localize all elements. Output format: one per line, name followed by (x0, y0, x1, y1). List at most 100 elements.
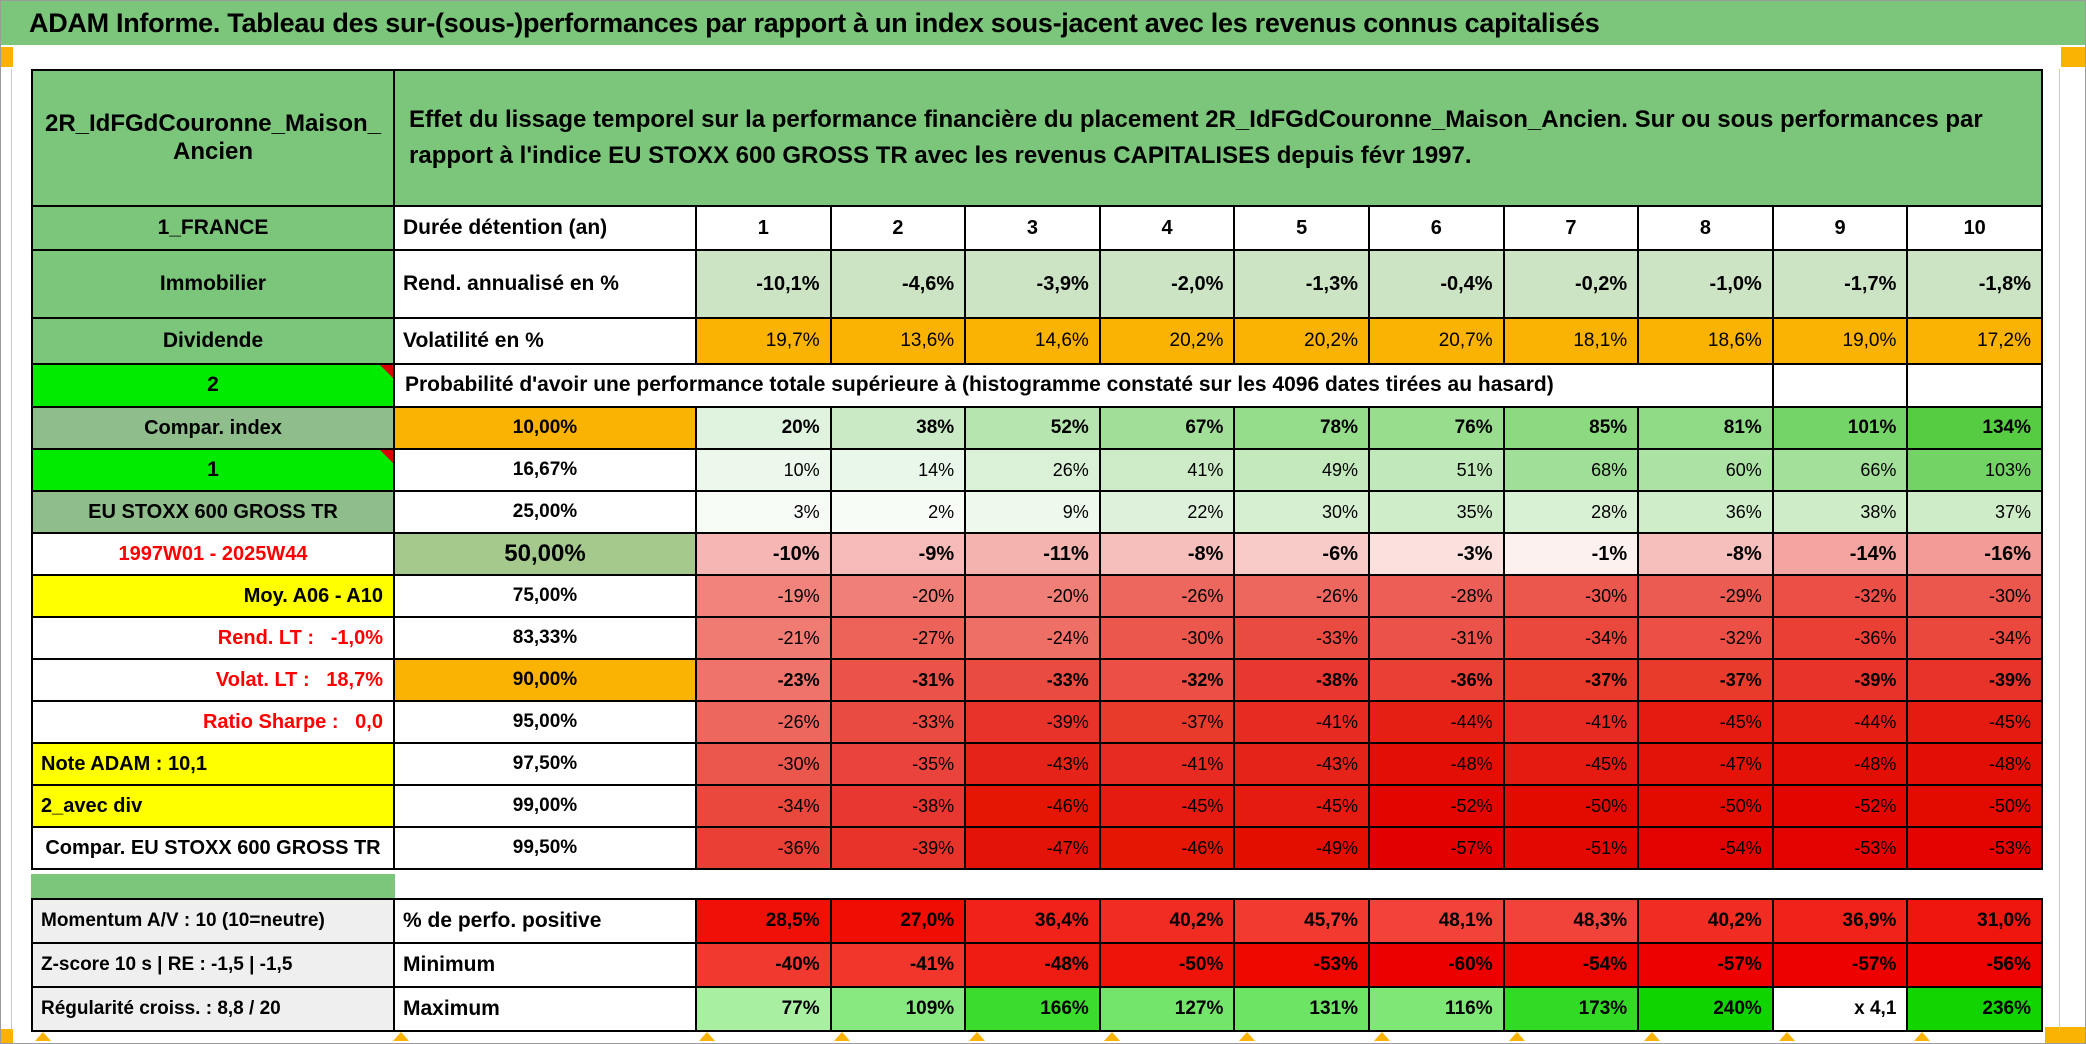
value-cell[interactable]: -52% (1773, 786, 1907, 826)
value-cell[interactable]: 166% (966, 988, 1099, 1030)
value-cell[interactable]: 36,9% (1773, 900, 1907, 942)
value-cell[interactable]: -19% (697, 576, 830, 616)
value-cell[interactable]: -32% (1639, 618, 1772, 658)
duration-column-header[interactable]: 1 (697, 207, 830, 249)
row-label-cell[interactable]: Régularité croiss. : 8,8 / 20 (33, 988, 393, 1030)
value-cell[interactable]: 20,7% (1370, 319, 1503, 363)
value-cell[interactable]: -41% (831, 944, 965, 986)
value-cell[interactable]: -21% (697, 618, 830, 658)
value-cell[interactable]: -37% (1100, 702, 1234, 742)
duration-column-header[interactable]: 2 (831, 207, 965, 249)
value-cell[interactable]: -44% (1773, 702, 1907, 742)
value-cell[interactable]: 26% (966, 450, 1099, 490)
value-cell[interactable]: -50% (1908, 786, 2041, 826)
value-cell[interactable]: -48% (1773, 744, 1907, 784)
value-cell[interactable]: -34% (697, 786, 830, 826)
value-cell[interactable]: 52% (966, 408, 1099, 448)
value-cell[interactable]: -34% (1504, 618, 1638, 658)
value-cell[interactable]: 27,0% (831, 900, 965, 942)
value-cell[interactable]: -35% (831, 744, 965, 784)
value-cell[interactable]: 28,5% (697, 900, 830, 942)
value-cell[interactable]: 19,7% (697, 319, 830, 363)
row-label-cell[interactable]: Dividende (33, 319, 393, 363)
value-cell[interactable]: -48% (966, 944, 1099, 986)
value-cell[interactable]: -39% (1908, 660, 2041, 700)
measure-label-cell[interactable]: Durée détention (an) (395, 207, 695, 249)
value-cell[interactable]: -2,0% (1100, 251, 1234, 317)
value-cell[interactable]: 13,6% (831, 319, 965, 363)
measure-label-cell[interactable]: Minimum (395, 944, 695, 986)
value-cell[interactable]: 66% (1773, 450, 1907, 490)
value-cell[interactable]: -23% (697, 660, 830, 700)
value-cell[interactable]: -41% (1100, 744, 1234, 784)
value-cell[interactable]: -54% (1639, 828, 1772, 868)
row-label-cell[interactable]: Z-score 10 s | RE : -1,5 | -1,5 (33, 944, 393, 986)
value-cell[interactable]: -33% (1235, 618, 1368, 658)
value-cell[interactable]: 101% (1773, 408, 1907, 448)
measure-label-cell[interactable]: Volatilité en % (395, 319, 695, 363)
value-cell[interactable]: 14% (831, 450, 965, 490)
value-cell[interactable]: 76% (1370, 408, 1503, 448)
value-cell[interactable]: -47% (966, 828, 1099, 868)
duration-column-header[interactable]: 6 (1370, 207, 1503, 249)
value-cell[interactable]: -9% (831, 534, 965, 574)
value-cell[interactable]: -33% (966, 660, 1099, 700)
row-label-cell[interactable]: Ratio Sharpe : 0,0 (33, 702, 393, 742)
value-cell[interactable]: -40% (697, 944, 830, 986)
value-cell[interactable]: 20% (697, 408, 830, 448)
value-cell[interactable]: 20,2% (1235, 319, 1368, 363)
value-cell[interactable]: -1,7% (1773, 251, 1907, 317)
duration-column-header[interactable]: 9 (1773, 207, 1907, 249)
value-cell[interactable]: -50% (1100, 944, 1234, 986)
value-cell[interactable]: -48% (1908, 744, 2041, 784)
value-cell[interactable]: 19,0% (1773, 319, 1907, 363)
value-cell[interactable]: -44% (1370, 702, 1503, 742)
row-label-cell[interactable]: Volat. LT : 18,7% (33, 660, 393, 700)
row-label-cell[interactable]: Moy. A06 - A10 (33, 576, 393, 616)
value-cell[interactable]: -4,6% (831, 251, 965, 317)
value-cell[interactable]: 22% (1100, 492, 1234, 532)
threshold-cell[interactable]: 95,00% (395, 702, 695, 742)
value-cell[interactable]: -0,4% (1370, 251, 1503, 317)
empty-cell[interactable] (1773, 365, 1907, 406)
value-cell[interactable]: 67% (1100, 408, 1234, 448)
value-cell[interactable]: -36% (1370, 660, 1503, 700)
value-cell[interactable]: -36% (697, 828, 830, 868)
value-cell[interactable]: -30% (1504, 576, 1638, 616)
threshold-cell[interactable]: 16,67% (395, 450, 695, 490)
value-cell[interactable]: -1% (1504, 534, 1638, 574)
duration-column-header[interactable]: 5 (1235, 207, 1368, 249)
value-cell[interactable]: -48% (1370, 744, 1503, 784)
value-cell[interactable]: 28% (1504, 492, 1638, 532)
threshold-cell[interactable]: 10,00% (395, 408, 695, 448)
value-cell[interactable]: -45% (1235, 786, 1368, 826)
value-cell[interactable]: 2% (831, 492, 965, 532)
value-cell[interactable]: x 4,1 (1773, 988, 1907, 1030)
threshold-cell[interactable]: 50,00% (395, 534, 695, 574)
row-label-cell[interactable]: Rend. LT : -1,0% (33, 618, 393, 658)
value-cell[interactable]: -8% (1100, 534, 1234, 574)
value-cell[interactable]: 78% (1235, 408, 1368, 448)
value-cell[interactable]: -57% (1773, 944, 1907, 986)
value-cell[interactable]: 48,1% (1370, 900, 1503, 942)
value-cell[interactable]: -45% (1100, 786, 1234, 826)
value-cell[interactable]: -56% (1908, 944, 2041, 986)
empty-cell[interactable] (1908, 365, 2041, 406)
row-label-cell[interactable]: Note ADAM : 10,1 (33, 744, 393, 784)
value-cell[interactable]: -41% (1235, 702, 1368, 742)
value-cell[interactable]: -32% (1100, 660, 1234, 700)
value-cell[interactable]: -1,0% (1639, 251, 1772, 317)
value-cell[interactable]: -37% (1639, 660, 1772, 700)
value-cell[interactable]: -1,3% (1235, 251, 1368, 317)
value-cell[interactable]: -49% (1235, 828, 1368, 868)
value-cell[interactable]: 36% (1639, 492, 1772, 532)
value-cell[interactable]: 35% (1370, 492, 1503, 532)
value-cell[interactable]: -26% (1100, 576, 1234, 616)
threshold-cell[interactable]: 25,00% (395, 492, 695, 532)
value-cell[interactable]: 36,4% (966, 900, 1099, 942)
value-cell[interactable]: 116% (1370, 988, 1503, 1030)
value-cell[interactable]: -26% (697, 702, 830, 742)
measure-label-cell[interactable]: Maximum (395, 988, 695, 1030)
value-cell[interactable]: -53% (1773, 828, 1907, 868)
probability-banner-cell[interactable]: Probabilité d'avoir une performance tota… (395, 365, 1772, 406)
